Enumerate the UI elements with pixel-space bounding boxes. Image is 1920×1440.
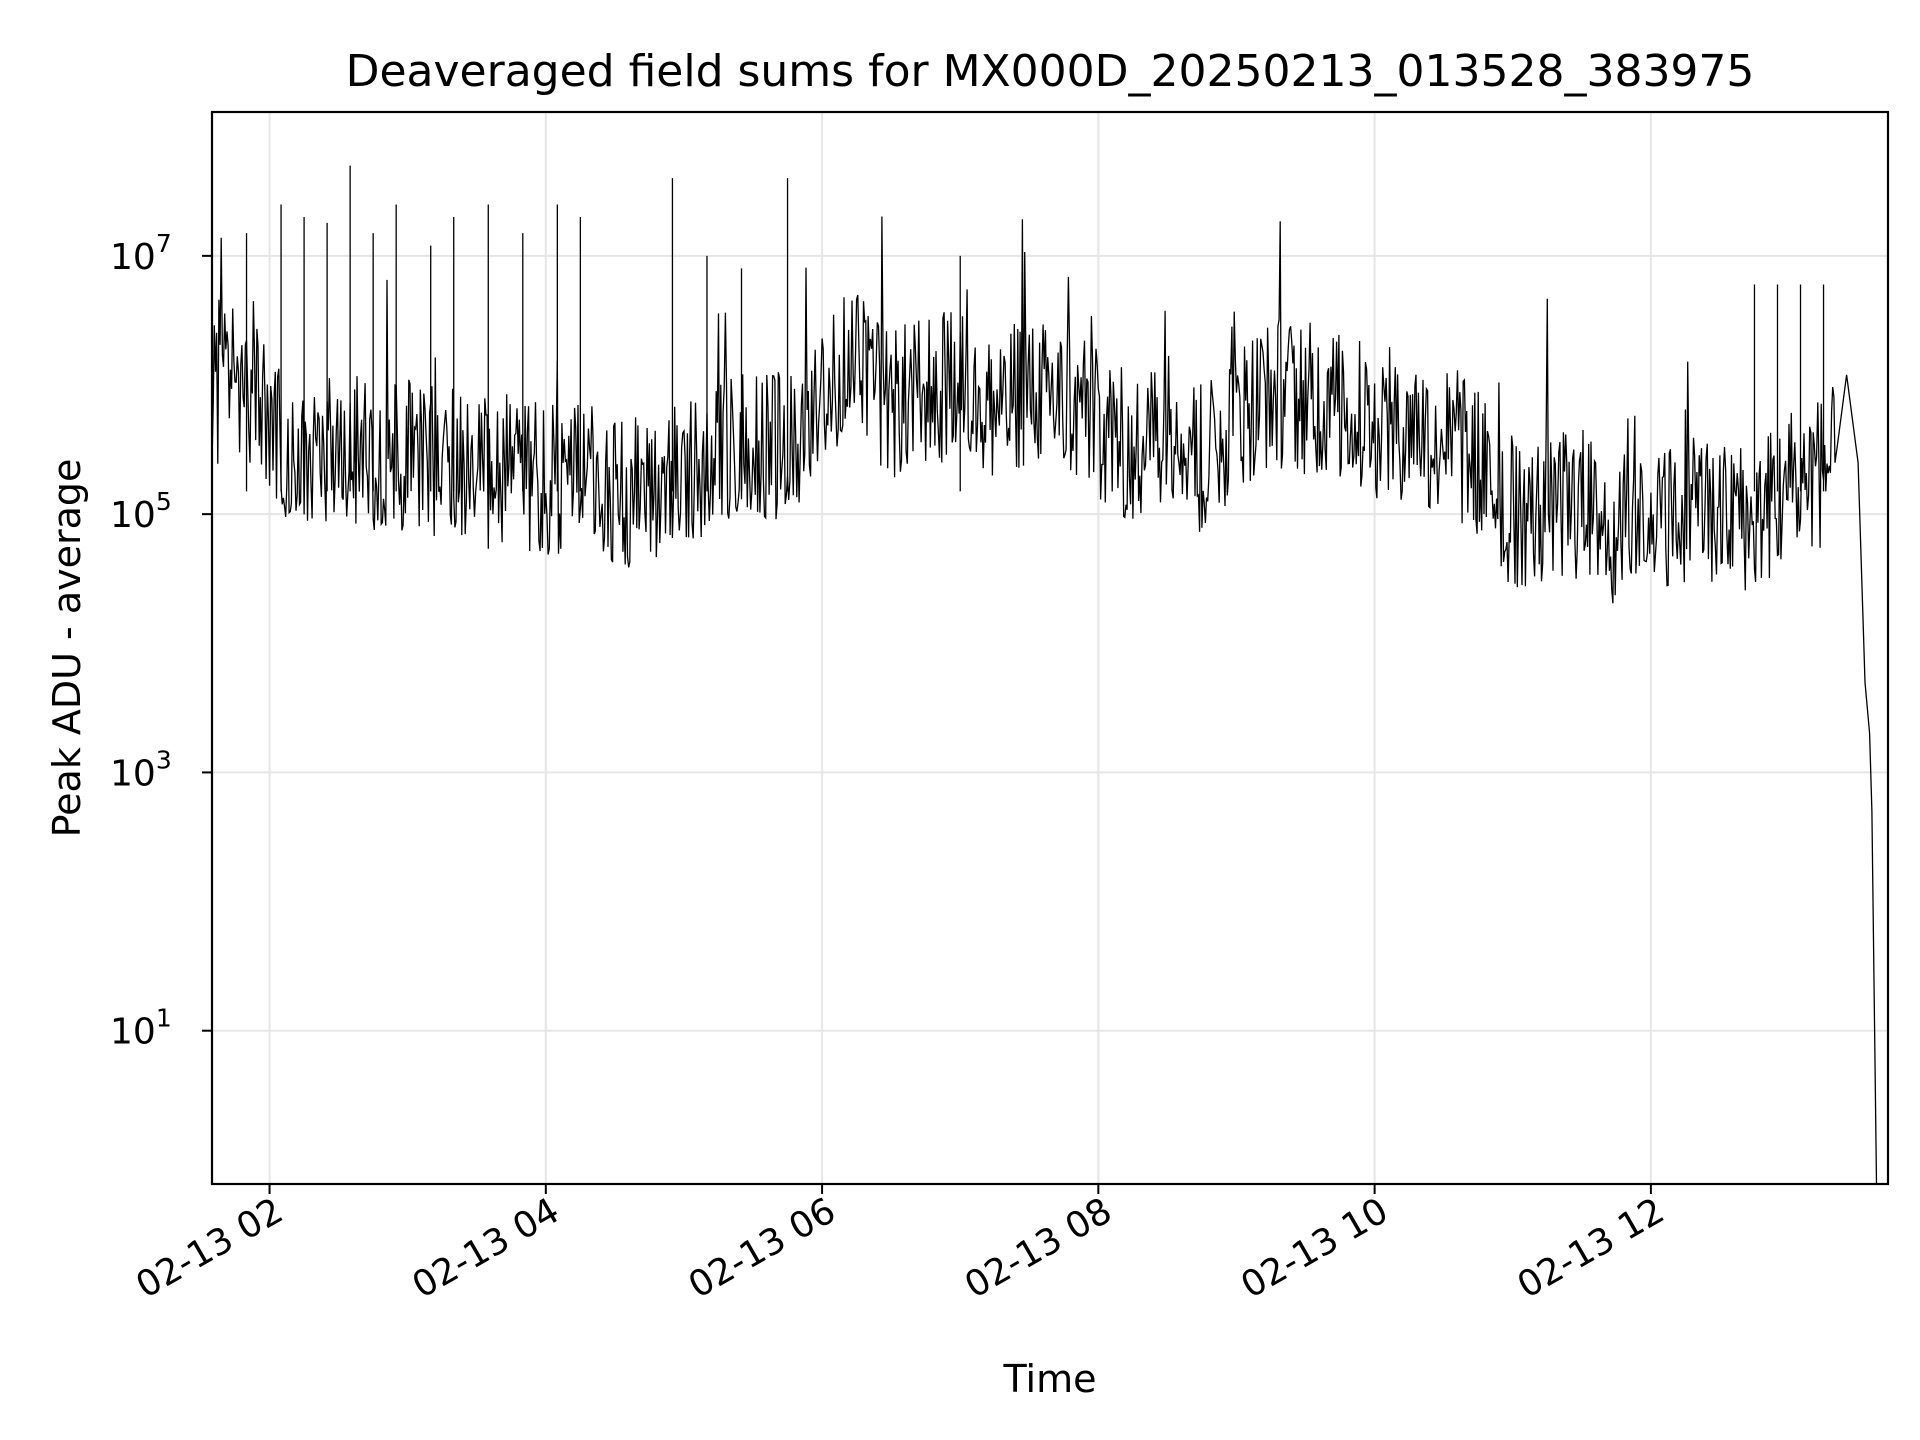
plot-frame xyxy=(210,110,1890,1186)
x-axis-label: Time xyxy=(1003,1357,1097,1401)
chart-title: Deaveraged field sums for MX000D_2025021… xyxy=(346,46,1755,97)
series-line xyxy=(211,216,1878,1185)
plot-area xyxy=(211,165,1878,1185)
grid xyxy=(212,112,1888,1184)
y-tick-label: 105 xyxy=(110,487,172,536)
y-tick-label: 103 xyxy=(110,745,172,794)
y-axis-label: Peak ADU - average xyxy=(45,459,89,838)
y-tick-label: 107 xyxy=(110,229,172,278)
y-tick-label: 101 xyxy=(110,1004,172,1053)
